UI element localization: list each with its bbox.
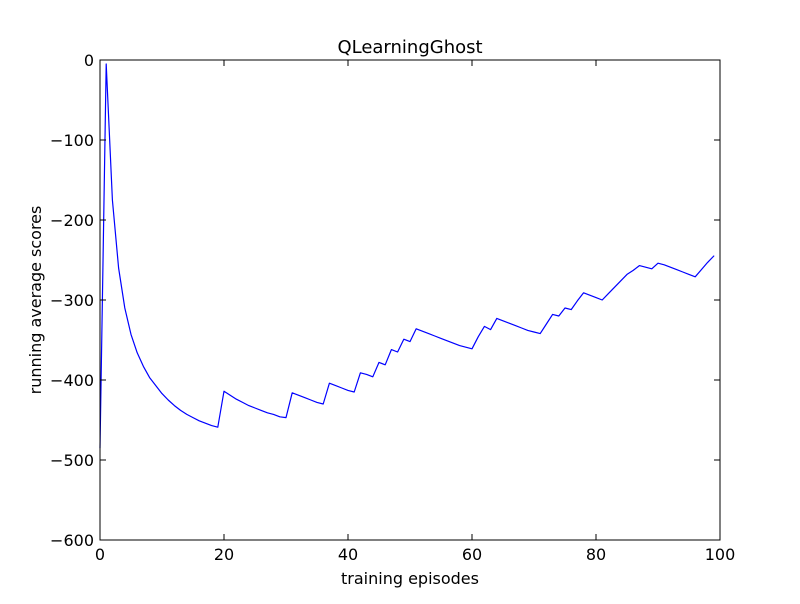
y-tick-label: −400 bbox=[50, 371, 94, 390]
series-group bbox=[99, 63, 715, 449]
x-axis-ticks bbox=[99, 60, 721, 540]
x-tick-label: 100 bbox=[705, 545, 736, 564]
series-line bbox=[99, 63, 715, 449]
y-axis-label: running average scores bbox=[26, 206, 45, 395]
y-tick-label: −500 bbox=[50, 451, 94, 470]
y-tick-label: −300 bbox=[50, 291, 94, 310]
x-axis-label: training episodes bbox=[341, 569, 479, 588]
x-axis-tick-labels: 0 20 40 60 80 100 bbox=[95, 545, 735, 564]
y-tick-label: −200 bbox=[50, 211, 94, 230]
x-tick-label: 60 bbox=[462, 545, 482, 564]
x-tick-label: 20 bbox=[214, 545, 234, 564]
x-tick-label: 40 bbox=[338, 545, 358, 564]
y-axis-tick-labels: 0 −100 −200 −300 −400 −500 −600 bbox=[50, 51, 94, 550]
x-tick-label: 0 bbox=[95, 545, 105, 564]
y-tick-label: −600 bbox=[50, 531, 94, 550]
chart-title: QLearningGhost bbox=[337, 37, 482, 58]
y-tick-label: −100 bbox=[50, 131, 94, 150]
y-axis-ticks bbox=[100, 59, 720, 541]
y-tick-label: 0 bbox=[84, 51, 94, 70]
x-tick-label: 80 bbox=[586, 545, 606, 564]
